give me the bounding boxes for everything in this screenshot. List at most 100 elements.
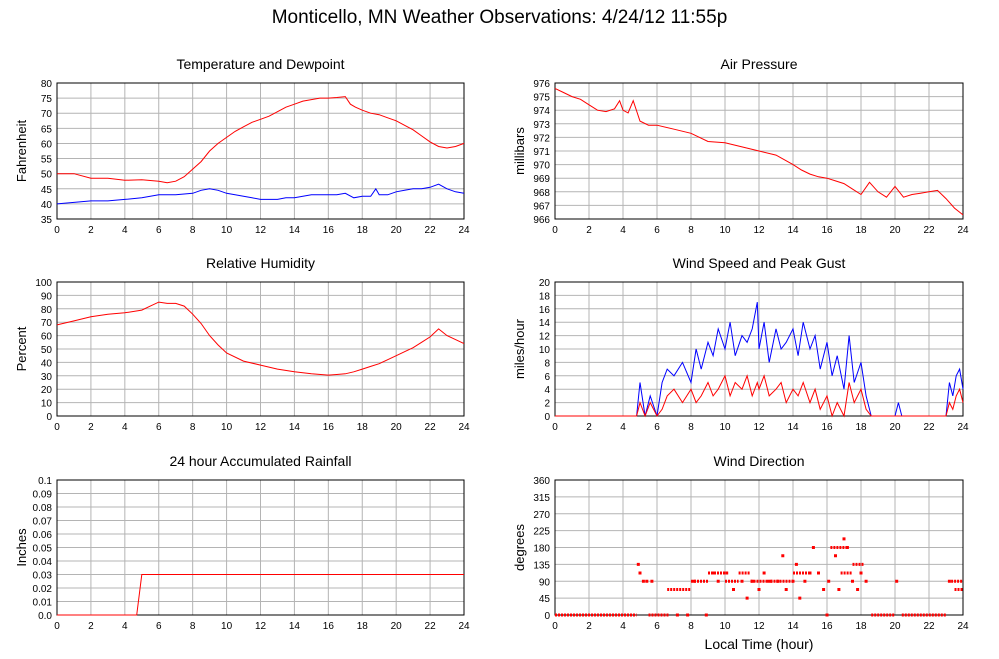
x-tick-label: 8: [190, 225, 196, 236]
x-tick-label: 22: [923, 621, 935, 632]
y-tick-label: 0.02: [33, 584, 53, 595]
data-point: [692, 579, 696, 583]
series-line-0: [57, 574, 464, 616]
x-tick-label: 10: [719, 422, 731, 433]
x-tick-label: 8: [190, 621, 196, 632]
x-tick-label: 0: [54, 621, 60, 632]
chart-title: Relative Humidity: [206, 255, 315, 271]
y-axis-label: Fahrenheit: [14, 120, 29, 183]
x-tick-label: 2: [88, 422, 94, 433]
x-tick-label: 20: [889, 225, 901, 236]
data-point: [750, 579, 754, 583]
x-tick-label: 6: [654, 422, 660, 433]
y-tick-label: 972: [533, 133, 550, 144]
x-tick-label: 24: [458, 621, 470, 632]
x-tick-label: 10: [719, 621, 731, 632]
x-tick-label: 0: [552, 225, 558, 236]
y-tick-label: 0.07: [33, 517, 53, 528]
y-tick-label: 0.01: [33, 598, 53, 609]
y-tick-label: 70: [41, 109, 53, 120]
plot-frame: [56, 281, 465, 417]
data-point: [808, 571, 812, 575]
x-tick-label: 6: [156, 621, 162, 632]
data-point: [762, 571, 766, 575]
y-tick-label: 966: [533, 215, 550, 226]
y-tick-label: 0.1: [38, 476, 52, 487]
y-tick-label: 0: [46, 412, 52, 423]
plot-frame: [554, 281, 964, 417]
y-tick-label: 0.09: [33, 490, 53, 501]
y-axis-label: degrees: [512, 524, 527, 571]
data-point: [811, 546, 815, 549]
x-tick-label: 8: [688, 422, 694, 433]
x-tick-label: 24: [957, 225, 969, 236]
y-tick-label: 967: [533, 201, 550, 212]
x-tick-label: 24: [458, 225, 470, 236]
y-tick-label: 50: [41, 170, 53, 181]
x-tick-label: 20: [889, 422, 901, 433]
y-tick-label: 975: [533, 93, 550, 104]
x-tick-label: 6: [156, 225, 162, 236]
data-point: [675, 613, 679, 617]
y-tick-label: 40: [41, 200, 53, 211]
data-point: [776, 579, 780, 583]
y-tick-label: 30: [41, 372, 53, 383]
x-tick-label: 18: [357, 422, 369, 433]
x-tick-label: 2: [586, 422, 592, 433]
y-tick-label: 65: [41, 124, 53, 135]
x-tick-label: 16: [821, 422, 833, 433]
data-point: [769, 579, 773, 583]
data-point: [636, 562, 640, 566]
data-point: [711, 571, 715, 575]
x-tick-label: 12: [753, 621, 765, 632]
x-tick-label: 10: [719, 225, 731, 236]
y-axis-label: miles/hour: [512, 318, 527, 379]
chart-title: Air Pressure: [720, 56, 797, 72]
x-tick-label: 14: [787, 225, 799, 236]
x-tick-label: 12: [753, 225, 765, 236]
series-line-1: [56, 183, 465, 205]
x-tick-label: 18: [357, 225, 369, 236]
y-tick-label: 0.05: [33, 544, 53, 555]
y-tick-label: 20: [539, 278, 551, 289]
x-tick-label: 12: [255, 225, 267, 236]
x-tick-label: 14: [787, 621, 799, 632]
x-tick-label: 18: [855, 422, 867, 433]
plot-frame: [56, 479, 465, 616]
data-point: [732, 588, 735, 591]
data-point: [794, 562, 798, 566]
x-tick-label: 14: [289, 621, 301, 632]
y-tick-label: 970: [533, 161, 550, 172]
x-tick-label: 8: [190, 422, 196, 433]
data-point: [638, 571, 642, 575]
data-point: [784, 588, 788, 591]
data-point: [845, 546, 849, 549]
y-tick-label: 315: [533, 493, 550, 504]
x-tick-label: 0: [54, 225, 60, 236]
y-tick-label: 180: [533, 544, 550, 555]
data-point: [725, 571, 729, 575]
y-tick-label: 968: [533, 188, 550, 199]
y-tick-label: 10: [41, 399, 53, 410]
x-tick-label: 14: [289, 422, 301, 433]
data-point: [704, 613, 708, 617]
y-tick-label: 971: [533, 147, 550, 158]
data-point: [650, 579, 654, 583]
x-tick-label: 2: [88, 225, 94, 236]
x-tick-label: 24: [458, 422, 470, 433]
x-tick-label: 10: [221, 225, 233, 236]
y-axis-label: Inches: [14, 528, 29, 567]
data-point: [745, 596, 749, 600]
x-tick-label: 14: [289, 225, 301, 236]
data-point: [859, 571, 863, 575]
data-point: [842, 537, 846, 541]
x-tick-label: 6: [654, 225, 660, 236]
y-tick-label: 360: [533, 476, 550, 487]
y-tick-label: 14: [539, 318, 551, 329]
y-tick-label: 35: [41, 215, 53, 226]
y-tick-label: 225: [533, 527, 550, 538]
x-tick-label: 10: [221, 422, 233, 433]
